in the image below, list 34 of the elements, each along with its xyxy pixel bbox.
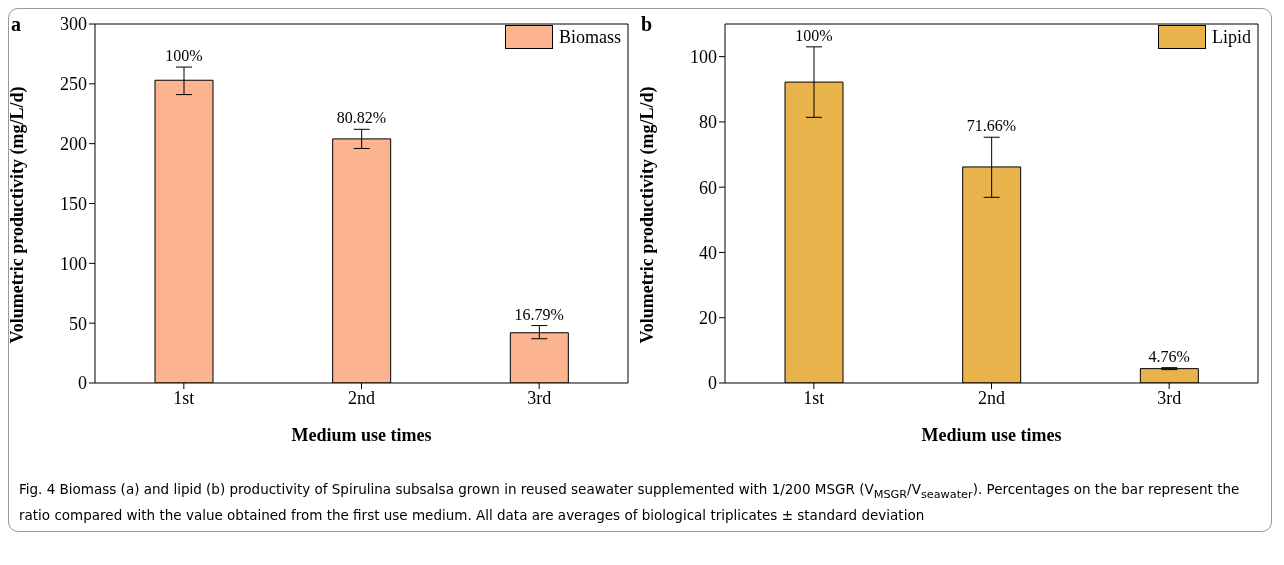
y-tick-label: 0 xyxy=(78,373,87,394)
x-tick-label: 3rd xyxy=(1157,387,1182,408)
y-axis-title: Volumetric productivity (mg/L/d) xyxy=(7,86,29,344)
legend-label: Lipid xyxy=(1212,26,1251,48)
chart-title: b xyxy=(641,13,653,36)
y-tick-label: 50 xyxy=(69,313,87,334)
x-tick-label: 2nd xyxy=(348,387,375,408)
annotation: 80.82% xyxy=(336,109,387,127)
y-tick-label: 100 xyxy=(690,47,717,68)
y-tick-label: 40 xyxy=(699,242,717,263)
annotation: 100% xyxy=(165,47,203,65)
x-tick-label: 1st xyxy=(803,387,825,408)
y-tick-label: 250 xyxy=(60,74,87,95)
x-axis-title: Medium use times xyxy=(291,425,432,445)
y-tick-label: 200 xyxy=(60,134,87,155)
y-tick-label: 0 xyxy=(708,373,717,394)
y-axis-title: Volumetric productivity (mg/L/d) xyxy=(637,86,659,344)
x-tick-label: 2nd xyxy=(978,387,1005,408)
y-tick-label: 150 xyxy=(60,193,87,214)
x-axis-title: Medium use times xyxy=(921,425,1062,445)
text: Fig. 4 Biomass (a) and lipid (b) productivity of Spirulina subsalsa grown in reused seawater supplemented with 1/200 MSGR (V$_{MSGR}$/V$_{seawater}$). Percentages on the bar represent the ratio compared with the value obtained from the first use medium. All data are averages of biological triplicates ± standard deviation xyxy=(19,481,1240,523)
annotation: 16.79% xyxy=(514,305,564,323)
x-tick-label: 3rd xyxy=(527,387,552,408)
y-tick-label: 80 xyxy=(699,112,717,133)
x-tick-label: 1st xyxy=(173,387,195,408)
y-tick-label: 300 xyxy=(60,14,87,35)
y-tick-label: 100 xyxy=(60,253,87,274)
annotation: 100% xyxy=(795,26,833,44)
chart-title: a xyxy=(11,13,21,36)
legend-label: Biomass xyxy=(558,26,621,48)
y-tick-label: 60 xyxy=(699,177,717,198)
annotation: 4.76% xyxy=(1148,347,1190,365)
y-tick-label: 20 xyxy=(699,308,717,329)
annotation: 71.66% xyxy=(966,117,1017,135)
